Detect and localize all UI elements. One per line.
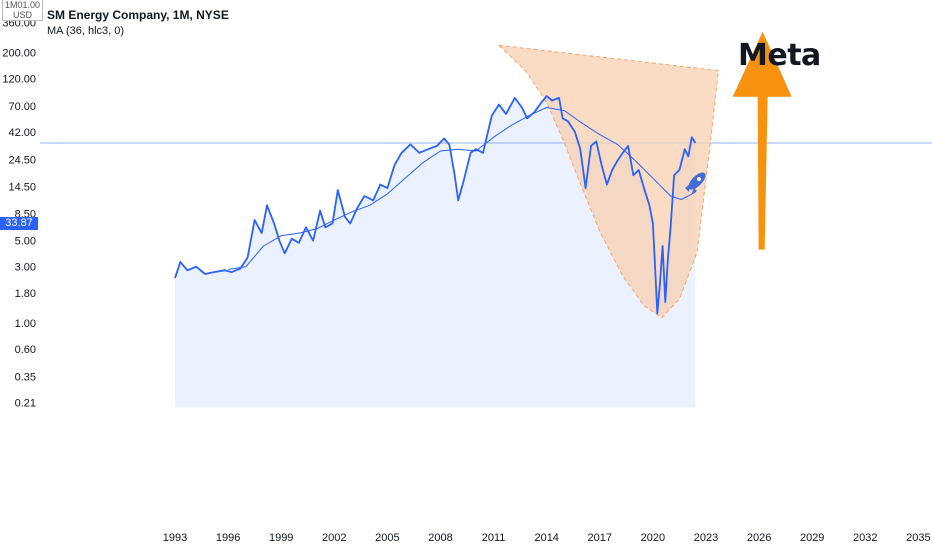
x-tick-label: 1993 <box>163 532 187 544</box>
unit-text: USD <box>13 10 33 20</box>
series-layer <box>174 95 697 315</box>
x-tick-label: 2011 <box>482 532 506 544</box>
x-tick-label: 2026 <box>747 532 771 544</box>
x-tick-label: 2020 <box>641 532 665 544</box>
y-tick-label: 0.35 <box>15 371 36 383</box>
x-tick-label: 2002 <box>322 532 346 544</box>
x-tick-label: 1996 <box>216 532 240 544</box>
up-arrow-icon <box>732 31 792 250</box>
x-tick-label: 2017 <box>588 532 612 544</box>
x-tick-label: 2008 <box>428 532 452 544</box>
x-tick-label: 2014 <box>534 532 558 544</box>
x-tick-label: 2035 <box>906 532 930 544</box>
y-tick-label: 1.00 <box>15 318 36 330</box>
y-tick-label: 3.00 <box>15 262 36 274</box>
x-tick-label: 2023 <box>694 532 718 544</box>
y-tick-label: 200.00 <box>2 47 36 59</box>
last-price-tag: 33.87 <box>0 217 38 230</box>
x-tick-label: 1999 <box>269 532 293 544</box>
x-tick-label: 2029 <box>800 532 824 544</box>
y-tick-label: 0.60 <box>15 344 36 356</box>
price-series-line[interactable] <box>174 95 697 315</box>
axis-unit-label: 1M01.00 USD <box>2 0 44 21</box>
price-area-fill <box>175 96 696 408</box>
indicator-label[interactable]: MA (36, hlc3, 0) <box>47 25 125 37</box>
ma-series-line[interactable] <box>228 107 696 270</box>
y-tick-label: 14.50 <box>8 181 36 193</box>
x-axis-labels: 1993 1996 1999 2002 2005 2008 2011 2014 2017 2020… <box>163 532 931 544</box>
chart-title: SM Energy Company, 1M, NYSE <box>47 8 229 22</box>
arrow-layer <box>732 31 792 250</box>
y-tick-label: 24.50 <box>8 155 36 167</box>
y-tick-label: 120.00 <box>2 73 36 85</box>
rocket-icon <box>685 172 706 195</box>
unit-top-text: 1M01.00 <box>5 0 41 10</box>
y-tick-label: 1.80 <box>15 288 36 300</box>
y-tick-label: 5.00 <box>15 236 36 248</box>
y-axis-labels: 1000.00600.00360.00200.00120.0070.0042.0… <box>2 0 36 409</box>
meta-annotation: Meta <box>738 38 821 73</box>
y-tick-label: 70.00 <box>8 101 36 113</box>
x-tick-label: 2005 <box>375 532 399 544</box>
y-tick-label: 42.00 <box>8 127 36 139</box>
x-tick-label: 2032 <box>853 532 877 544</box>
y-tick-label: 0.21 <box>15 397 36 409</box>
